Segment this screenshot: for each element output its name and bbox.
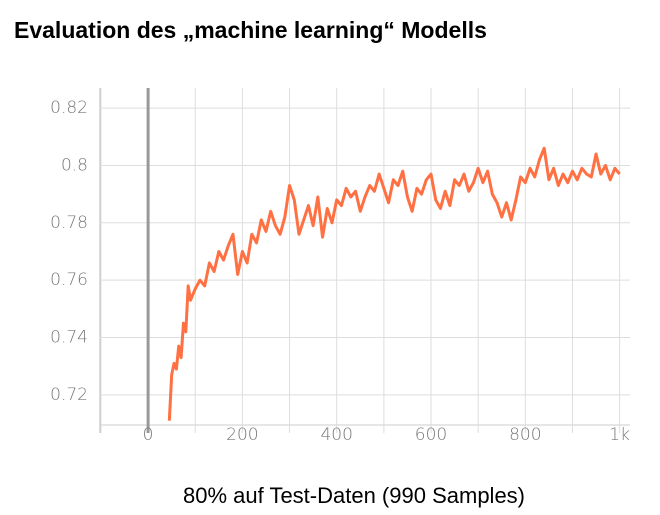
- x-tick-label: 0: [143, 425, 154, 445]
- y-tick-label: 0.82: [50, 98, 88, 118]
- x-tick-label: 800: [509, 425, 541, 445]
- caption: 80% auf Test-Daten (990 Samples): [183, 483, 525, 508]
- y-tick-label: 0.74: [50, 328, 88, 348]
- grid: 0.72 0.74 0.76 0.78 0.8 0.82 0 200 400 600 800 1k: [50, 88, 630, 445]
- y-tick-label: 0.78: [50, 213, 88, 233]
- plot-area: [167, 146, 621, 421]
- x-tick-label: 400: [320, 425, 352, 445]
- y-tick-label: 0.8: [61, 155, 88, 175]
- data-line: [167, 146, 621, 421]
- x-tick-label: 200: [226, 425, 258, 445]
- x-tick-label: 1k: [609, 425, 630, 445]
- y-tick-label: 0.72: [50, 385, 88, 405]
- y-tick-label: 0.76: [50, 270, 88, 290]
- x-tick-label: 600: [415, 425, 447, 445]
- chart-title: Evaluation des „machine learning“ Modell…: [14, 17, 487, 43]
